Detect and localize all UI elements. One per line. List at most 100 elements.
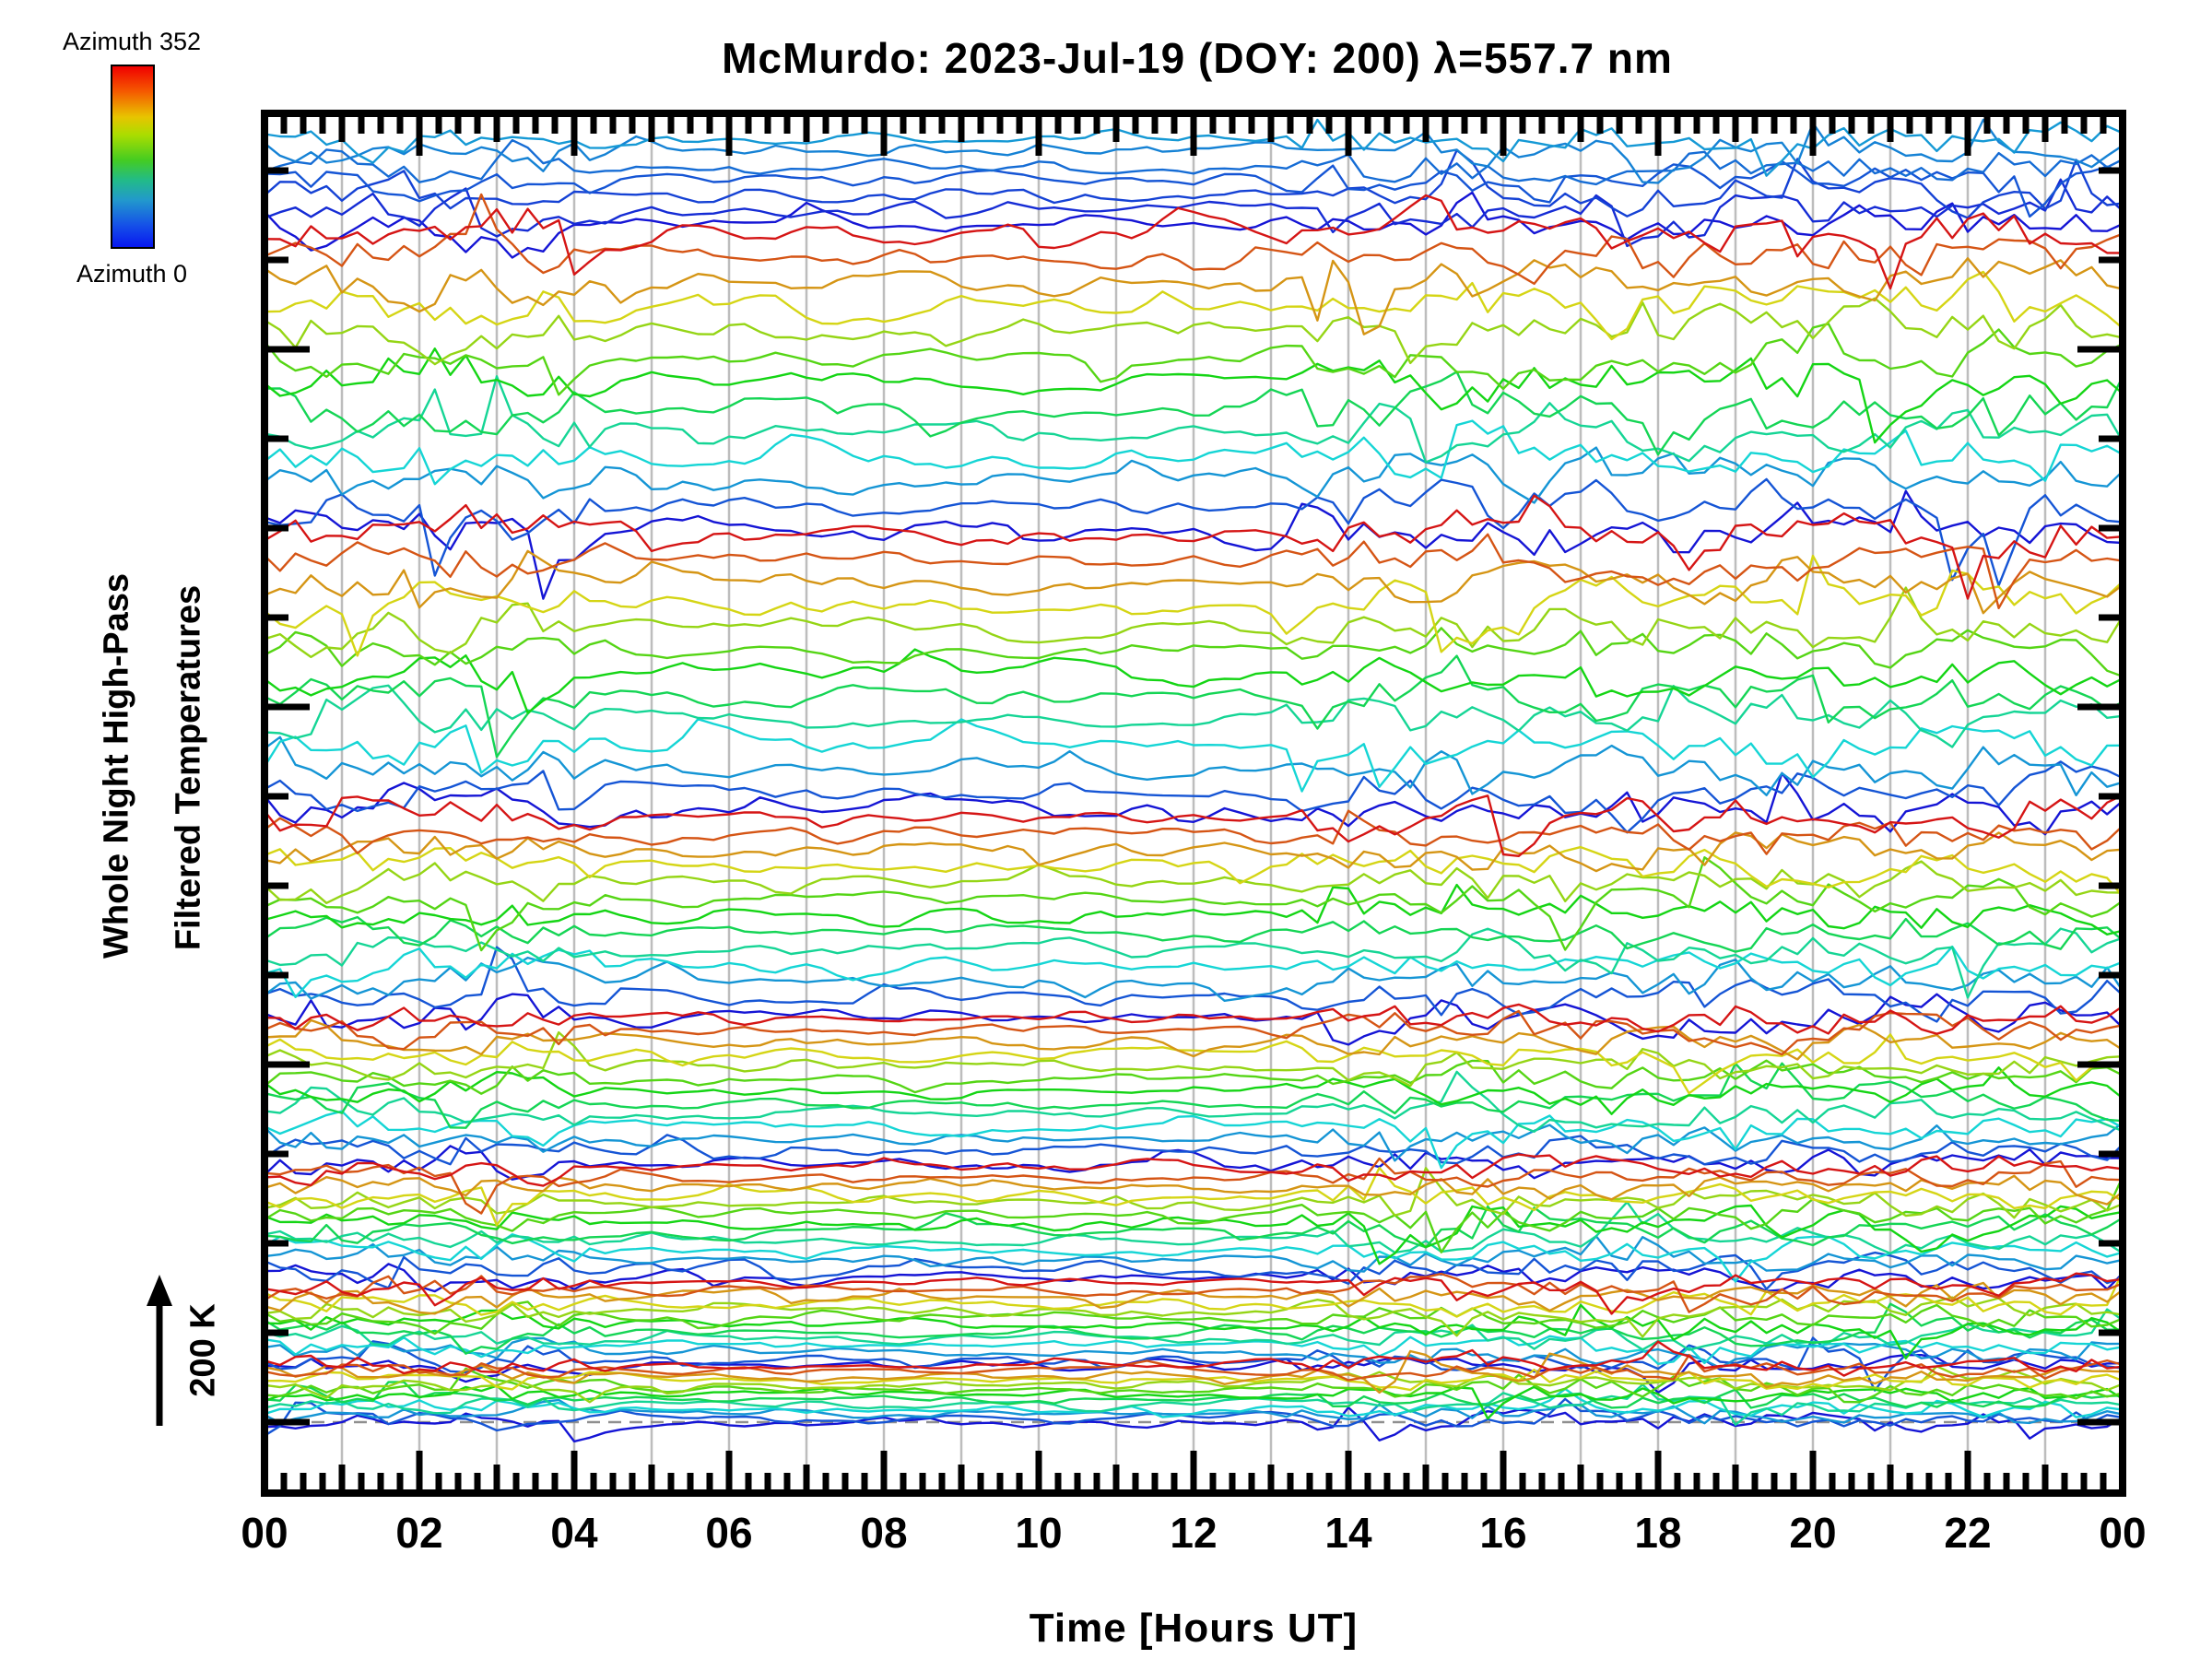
- trace-azimuth-59: [263, 446, 2124, 504]
- trace-azimuth-352: [263, 494, 2124, 600]
- trace-azimuth-206: [263, 856, 2124, 952]
- plot-title: McMurdo: 2023-Jul-19 (DOY: 200) λ=557.7 …: [722, 34, 1673, 82]
- trace-azimuth-176: [263, 1384, 2124, 1420]
- trace-azimuth-294: [263, 1174, 2124, 1206]
- y-axis-label-line2: Filtered Temperatures: [169, 584, 208, 951]
- trace-azimuth-294: [263, 549, 2124, 615]
- trace-azimuth-235: [263, 1030, 2124, 1088]
- trace-azimuth-264: [263, 270, 2124, 341]
- trace-azimuth-352: [263, 1272, 2124, 1315]
- trace-azimuth-117: [263, 684, 2124, 748]
- trace-azimuth-206: [263, 1059, 2124, 1095]
- trace-azimuth-117: [263, 1070, 2124, 1134]
- trace-azimuth-88: [263, 945, 2124, 999]
- trace-azimuth-10: [263, 178, 2124, 248]
- trace-azimuth-323: [263, 1272, 2124, 1313]
- trace-azimuth-264: [263, 1368, 2124, 1392]
- scale-arrow-head: [147, 1275, 172, 1306]
- trace-azimuth-264: [263, 845, 2124, 898]
- trace-azimuth-59: [263, 1234, 2124, 1273]
- trace-azimuth-147: [263, 1381, 2124, 1409]
- trace-azimuth-352: [263, 1153, 2124, 1187]
- trace-azimuth-264: [263, 1166, 2124, 1227]
- trace-azimuth-235: [263, 297, 2124, 366]
- x-tick-label: 00: [241, 1509, 288, 1557]
- trace-azimuth-59: [263, 956, 2124, 1003]
- trace-azimuth-323: [263, 533, 2124, 609]
- trace-azimuth-147: [263, 1062, 2124, 1129]
- trace-azimuth-176: [263, 1066, 2124, 1115]
- trace-azimuth-206: [263, 627, 2124, 678]
- trace-azimuth-176: [263, 883, 2124, 935]
- trace-azimuth-147: [263, 371, 2124, 456]
- x-tick-label: 16: [1479, 1509, 1527, 1557]
- x-tick-label: 04: [550, 1509, 598, 1557]
- trace-azimuth-352: [263, 794, 2124, 857]
- trace-azimuth-352: [263, 1340, 2124, 1377]
- trace-azimuth-323: [263, 809, 2124, 855]
- trace-azimuth-29: [263, 946, 2124, 1023]
- x-tick-label: 06: [705, 1509, 753, 1557]
- trace-azimuth-323: [263, 1009, 2124, 1056]
- trace-azimuth-117: [263, 1200, 2124, 1255]
- trace-azimuth-29: [263, 1397, 2124, 1437]
- trace-azimuth-206: [263, 323, 2124, 396]
- trace-azimuth-264: [263, 1033, 2124, 1095]
- trace-azimuth-88: [263, 1335, 2124, 1366]
- trace-azimuth-264: [263, 1270, 2124, 1318]
- x-axis-label: Time [Hours UT]: [1029, 1606, 1359, 1651]
- trace-azimuth-59: [263, 1336, 2124, 1370]
- trace-azimuth-294: [263, 1018, 2124, 1061]
- trace-azimuth-117: [263, 927, 2124, 999]
- trace-azimuth-30: [263, 159, 2124, 218]
- trace-azimuth-0: [263, 1406, 2124, 1443]
- hour-gridlines: [340, 118, 2047, 1488]
- trace-azimuth-264: [263, 554, 2124, 657]
- trace-azimuth-29: [263, 1336, 2124, 1392]
- trace-azimuth-59: [263, 735, 2124, 796]
- x-tick-label: 22: [1944, 1509, 1992, 1557]
- trace-azimuth-235: [263, 586, 2124, 659]
- scale-arrow-label: 200 K: [183, 1303, 223, 1397]
- trace-azimuth-206: [263, 1300, 2124, 1335]
- trace-azimuth-176: [263, 1204, 2124, 1265]
- trace-azimuth-323: [263, 193, 2124, 286]
- trace-azimuth-352: [263, 194, 2124, 290]
- trace-azimuth-235: [263, 1167, 2124, 1219]
- trace-azimuth-88: [263, 419, 2124, 486]
- trace-azimuth-147: [263, 915, 2124, 953]
- x-tick-label: 02: [395, 1509, 443, 1557]
- trace-azimuth-147: [263, 1205, 2124, 1249]
- trace-azimuth-294: [263, 831, 2124, 873]
- axis-ticks: [261, 117, 2126, 1489]
- trace-azimuth-147: [263, 1302, 2124, 1355]
- x-tick-label: 12: [1170, 1509, 1218, 1557]
- trace-azimuth-59: [263, 1121, 2124, 1162]
- traces: [263, 118, 2124, 1443]
- trace-azimuth-40: [263, 138, 2124, 186]
- trace-azimuth-294: [263, 1349, 2124, 1394]
- trace-azimuth-294: [263, 257, 2124, 335]
- trace-azimuth-147: [263, 654, 2124, 759]
- trace-azimuth-176: [263, 347, 2124, 444]
- x-tick-label: 00: [2099, 1509, 2147, 1557]
- trace-azimuth-29: [263, 1251, 2124, 1290]
- trace-azimuth-117: [263, 375, 2124, 464]
- trace-azimuth-117: [263, 1382, 2124, 1427]
- colorbar-top-label: Azimuth 352: [62, 28, 202, 55]
- trace-azimuth-0: [263, 1353, 2124, 1394]
- x-tick-label: 18: [1634, 1509, 1682, 1557]
- trace-azimuth-235: [263, 1365, 2124, 1404]
- trace-azimuth-352: [263, 1003, 2124, 1035]
- trace-azimuth-29: [263, 1134, 2124, 1166]
- trace-azimuth-29: [263, 477, 2124, 587]
- trace-azimuth-176: [263, 648, 2124, 714]
- x-tick-label: 20: [1789, 1509, 1837, 1557]
- plot-frame: [261, 110, 2126, 1497]
- trace-azimuth-323: [263, 1157, 2124, 1215]
- trace-azimuth-88: [263, 1387, 2124, 1418]
- azimuth-colorbar: [111, 65, 155, 249]
- trace-azimuth-88: [263, 1233, 2124, 1283]
